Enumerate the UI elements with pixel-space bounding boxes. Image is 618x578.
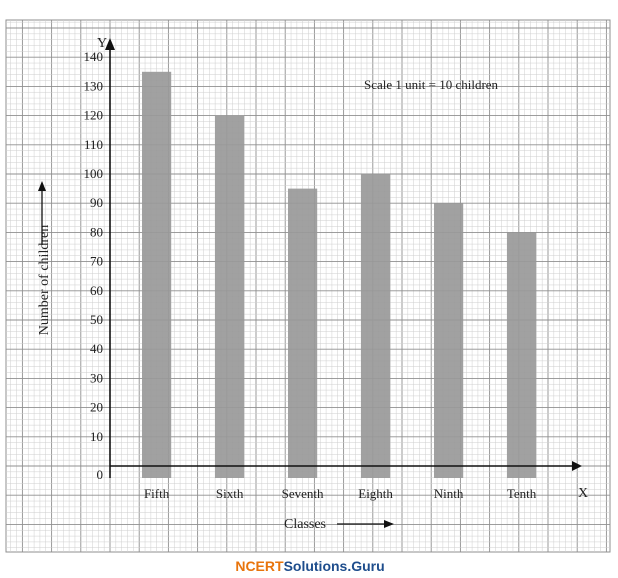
x-title-arrow-head xyxy=(384,520,394,528)
y-tick-label: 130 xyxy=(84,78,104,93)
bar-tenth xyxy=(507,232,537,478)
x-category-label: Eighth xyxy=(358,486,393,501)
watermark: NCERTSolutions.Guru xyxy=(235,558,384,574)
y-tick-label: 60 xyxy=(90,283,103,298)
y-tick-label: 90 xyxy=(90,195,103,210)
y-tick-label: 110 xyxy=(84,137,103,152)
x-category-labels: Fifth Sixth Seventh Eighth Ninth Tenth xyxy=(144,486,537,501)
x-axis-arrow xyxy=(572,461,582,471)
x-axis-letter: X xyxy=(578,486,588,501)
y-axis-title: Number of children xyxy=(37,225,52,335)
y-tick-label: 120 xyxy=(84,108,104,123)
y-tick-label: 100 xyxy=(84,166,104,181)
y-axis-arrow xyxy=(105,38,115,50)
x-category-label: Seventh xyxy=(282,486,324,501)
y-axis-letter: Y xyxy=(97,36,107,51)
y-tick-label: 10 xyxy=(90,429,103,444)
bar-seventh xyxy=(288,188,318,478)
axes-group: X Y xyxy=(97,36,588,501)
grid-border xyxy=(5,19,611,553)
y-tick-labels: 0 10 20 30 40 50 60 70 80 90 100 110 120 130 140 xyxy=(84,49,104,482)
y-tick-label: 140 xyxy=(84,49,104,64)
watermark-text: NCERTSolutions.Guru xyxy=(235,558,384,574)
x-category-label: Fifth xyxy=(144,486,170,501)
y-tick-label: 20 xyxy=(90,400,103,415)
y-title-arrow-head xyxy=(38,181,46,191)
y-tick-label: 70 xyxy=(90,254,103,269)
scale-annotation: Scale 1 unit = 10 children xyxy=(364,77,499,92)
bars-group xyxy=(142,71,537,479)
x-axis-title: Classes xyxy=(284,517,326,532)
bar-fifth xyxy=(142,71,172,479)
y-tick-label: 50 xyxy=(90,312,103,327)
x-category-label: Ninth xyxy=(434,486,464,501)
bar-eighth xyxy=(361,174,391,478)
x-category-label: Tenth xyxy=(507,486,537,501)
bar-sixth xyxy=(215,115,245,478)
y-tick-label: 80 xyxy=(90,224,103,239)
y-tick-label: 30 xyxy=(90,370,103,385)
y-tick-label: 40 xyxy=(90,341,103,356)
x-category-label: Sixth xyxy=(216,486,244,501)
y-tick-label: 0 xyxy=(97,467,104,482)
bar-ninth xyxy=(434,203,464,478)
